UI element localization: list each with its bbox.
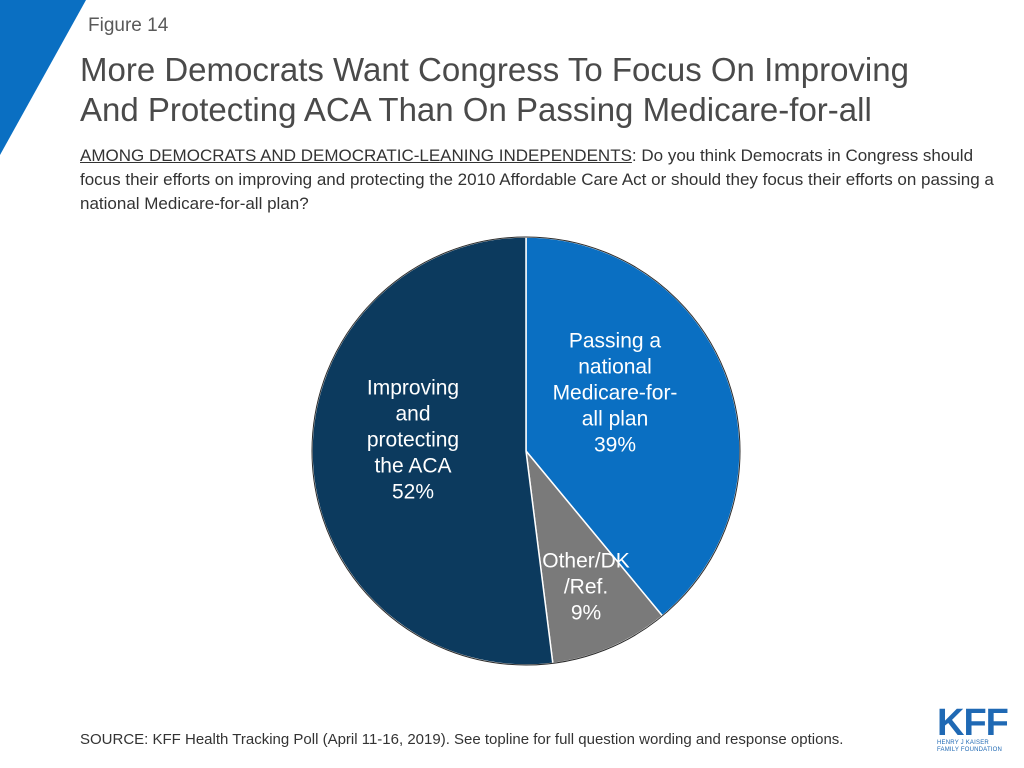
pie-category-label-0: national bbox=[578, 356, 652, 379]
pie-category-label-1: Other/DK bbox=[542, 550, 630, 573]
survey-question: AMONG DEMOCRATS AND DEMOCRATIC-LEANING I… bbox=[80, 144, 1010, 216]
corner-accent bbox=[0, 0, 86, 155]
pie-label-2: Improving and protecting the ACA 52% bbox=[367, 377, 459, 504]
figure-label: Figure 14 bbox=[88, 15, 169, 36]
source-note: SOURCE: KFF Health Tracking Poll (April … bbox=[80, 731, 844, 748]
pie-category-label-2: the ACA bbox=[374, 455, 451, 478]
question-lead: AMONG DEMOCRATS AND DEMOCRATIC-LEANING I… bbox=[80, 146, 632, 165]
logo-line-2: FAMILY FOUNDATION bbox=[937, 747, 1003, 753]
title-line-2: And Protecting ACA Than On Passing Medic… bbox=[80, 91, 872, 128]
pie-category-label-0: Medicare-for- bbox=[553, 382, 678, 405]
pie-category-label-2: Improving bbox=[367, 377, 459, 400]
page-title: More Democrats Want Congress To Focus On… bbox=[80, 50, 1000, 130]
pie-category-label-0: Passing a bbox=[569, 330, 662, 353]
pie-category-label-2: protecting bbox=[367, 429, 459, 452]
pie-category-label-0: all plan bbox=[582, 408, 649, 431]
pie-label-0: Passing a national Medicare-for-all plan 39… bbox=[553, 330, 678, 457]
kff-logo: KFF HENRY J KAISER FAMILY FOUNDATION bbox=[937, 702, 1011, 754]
title-line-1: More Democrats Want Congress To Focus On… bbox=[80, 51, 909, 88]
pie-category-label-2: and bbox=[395, 403, 430, 426]
pie-value-label-1: 9% bbox=[571, 602, 601, 625]
pie-label-1: Other/DK/Ref. 9% bbox=[542, 550, 630, 625]
pie-category-label-1: /Ref. bbox=[564, 576, 608, 599]
pie-value-label-2: 52% bbox=[392, 481, 434, 504]
question-text: : Do you think Democrats in Congress sho… bbox=[80, 146, 994, 213]
logo-mark: KFF bbox=[937, 702, 1009, 744]
pie-value-label-0: 39% bbox=[594, 434, 636, 457]
logo-line-1: HENRY J KAISER bbox=[937, 740, 989, 746]
pie-outline bbox=[311, 236, 741, 666]
